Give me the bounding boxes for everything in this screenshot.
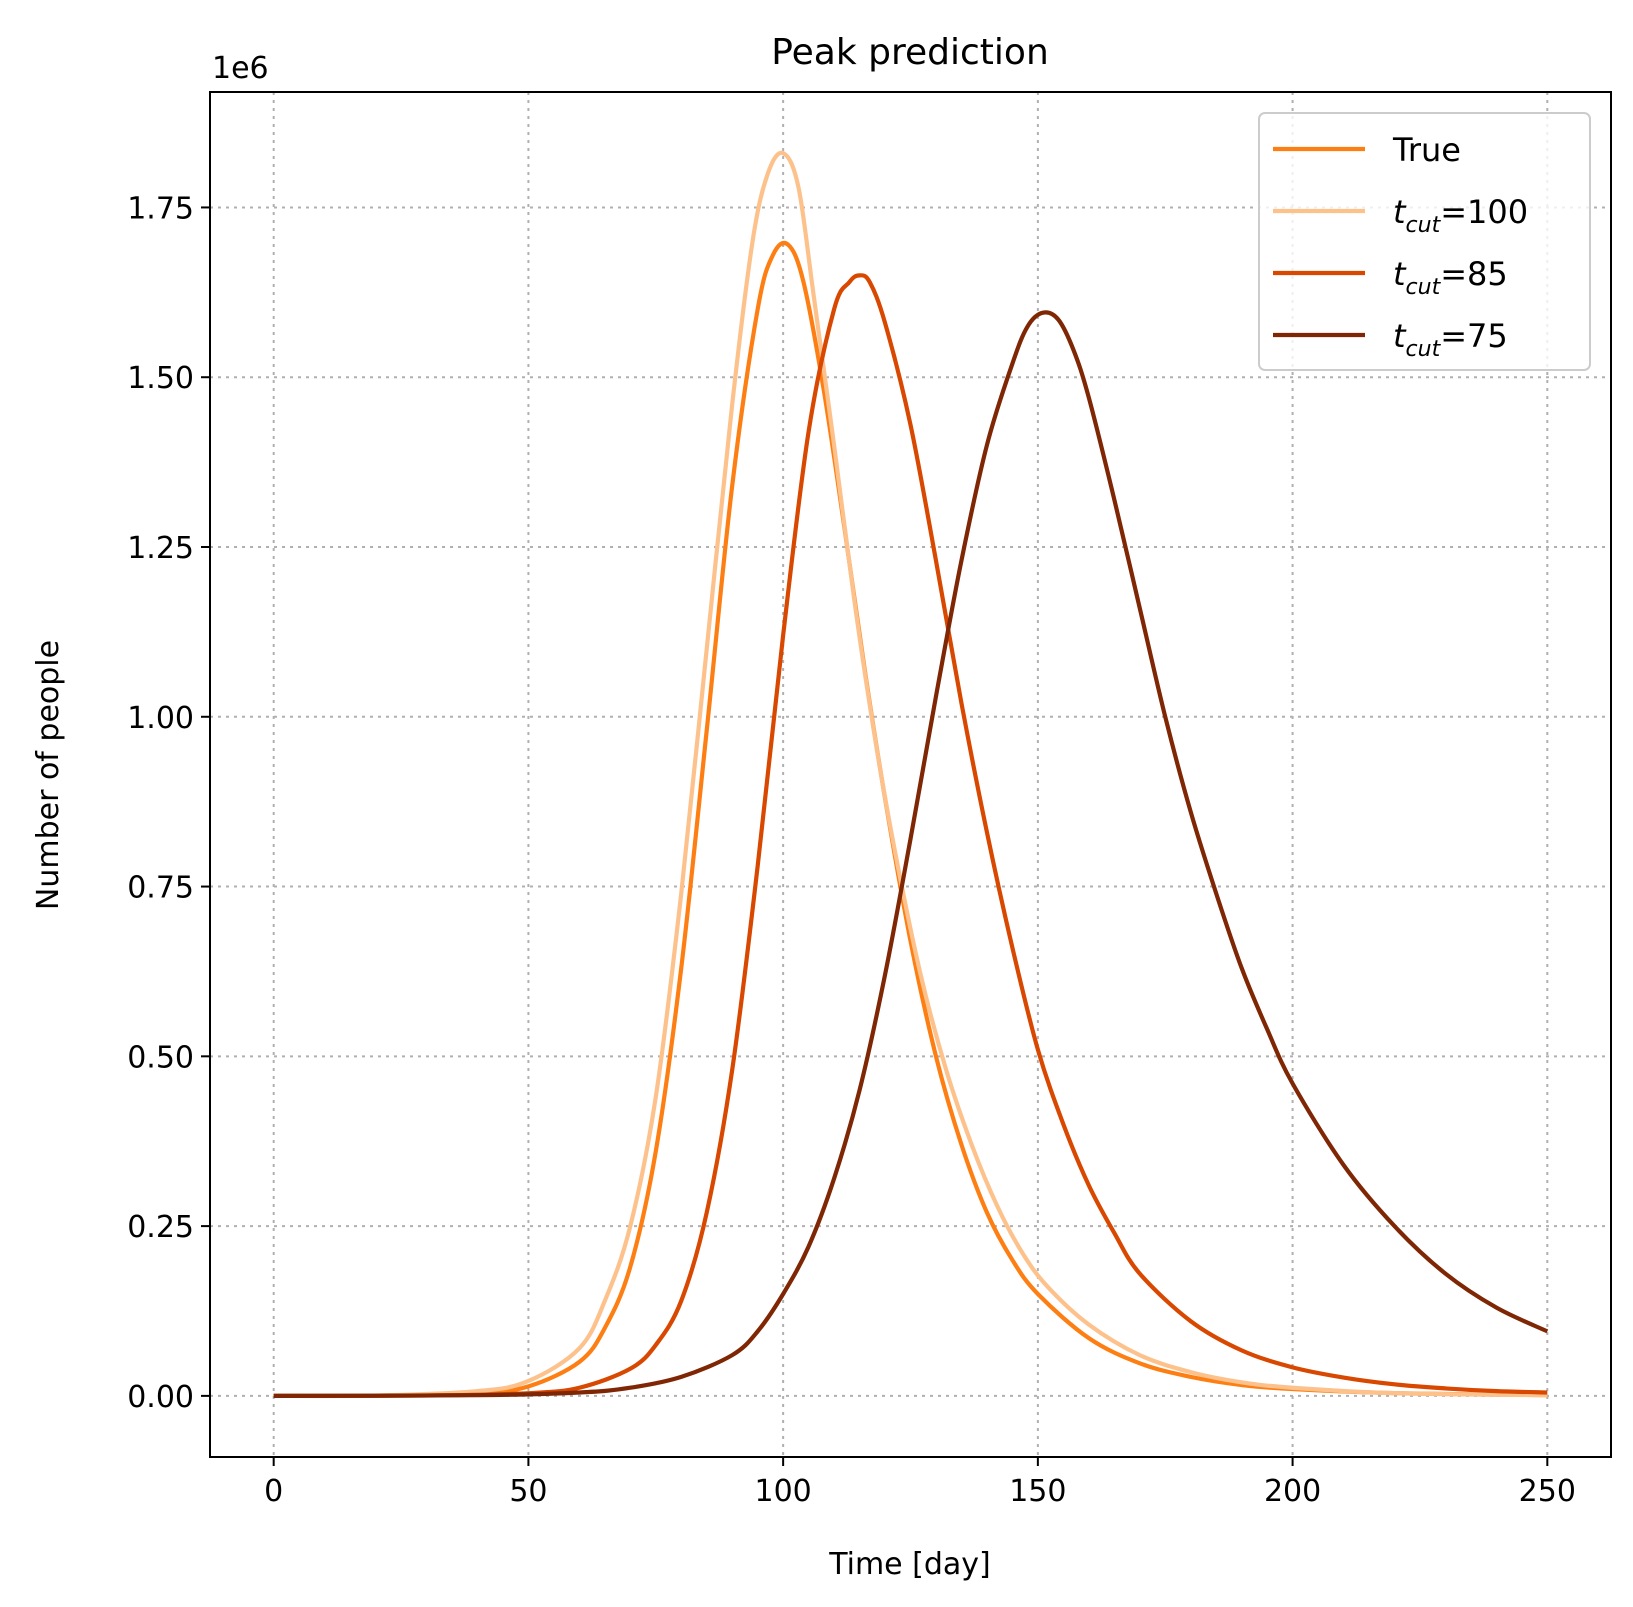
x-tick-label: 50 xyxy=(509,1474,547,1509)
legend-label: tcut=75 xyxy=(1393,317,1508,362)
x-axis: 0 50 100 150 200 250 xyxy=(264,1457,1576,1509)
series-line-1 xyxy=(273,150,1548,1399)
x-tick-label: 150 xyxy=(1009,1474,1066,1509)
y-axis: 0.00 0.25 0.50 0.75 1.00 1.25 1.50 1.75 xyxy=(127,191,210,1415)
legend: True tcut=100 tcut=85 tcut=75 xyxy=(1258,112,1591,371)
series-line-3 xyxy=(273,310,1549,1398)
legend-label: True xyxy=(1392,131,1461,169)
y-tick-label: 0.75 xyxy=(127,871,194,906)
chart-title: Peak prediction xyxy=(771,32,1049,73)
plot-frame xyxy=(209,91,1612,1458)
y-tick-label: 0.50 xyxy=(127,1040,194,1075)
x-tick-label: 0 xyxy=(264,1474,283,1509)
y-offset-label: 1e6 xyxy=(212,51,269,86)
grid xyxy=(210,92,1611,1457)
series-line-2 xyxy=(273,273,1548,1398)
x-axis-label: Time [day] xyxy=(828,1547,991,1582)
y-tick-label: 1.50 xyxy=(127,361,194,396)
x-tick-label: 200 xyxy=(1264,1474,1321,1509)
legend-label: tcut=100 xyxy=(1393,193,1528,238)
y-tick-label: 1.00 xyxy=(127,701,194,736)
legend-label: tcut=85 xyxy=(1393,255,1508,300)
series-line-0 xyxy=(273,240,1548,1399)
y-axis-label: Number of people xyxy=(31,640,66,910)
y-tick-label: 0.00 xyxy=(127,1380,194,1415)
legend-box xyxy=(1258,112,1591,371)
series-layer xyxy=(273,150,1549,1399)
x-tick-label: 100 xyxy=(755,1474,812,1509)
x-tick-label: 250 xyxy=(1519,1474,1576,1509)
y-tick-label: 1.75 xyxy=(127,191,194,226)
y-tick-label: 1.25 xyxy=(127,531,194,566)
y-tick-label: 0.25 xyxy=(127,1210,194,1245)
